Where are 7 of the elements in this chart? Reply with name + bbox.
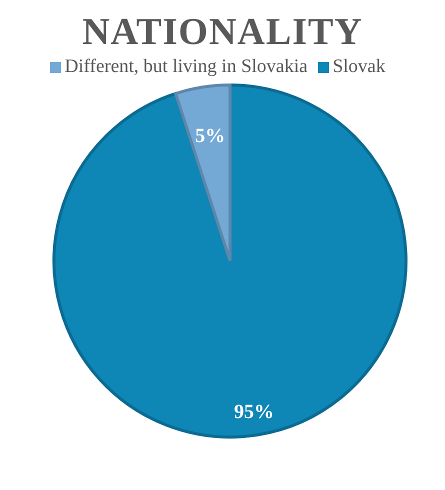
legend-label: Different, but living in Slovakia [64, 56, 308, 77]
pie-slice [52, 84, 408, 438]
legend-label: Slovak [332, 56, 386, 77]
data-label: 95% [234, 401, 274, 424]
chart-title: NATIONALITY [81, 10, 364, 55]
pie-slice [174, 84, 232, 262]
data-label: 5% [195, 124, 226, 147]
